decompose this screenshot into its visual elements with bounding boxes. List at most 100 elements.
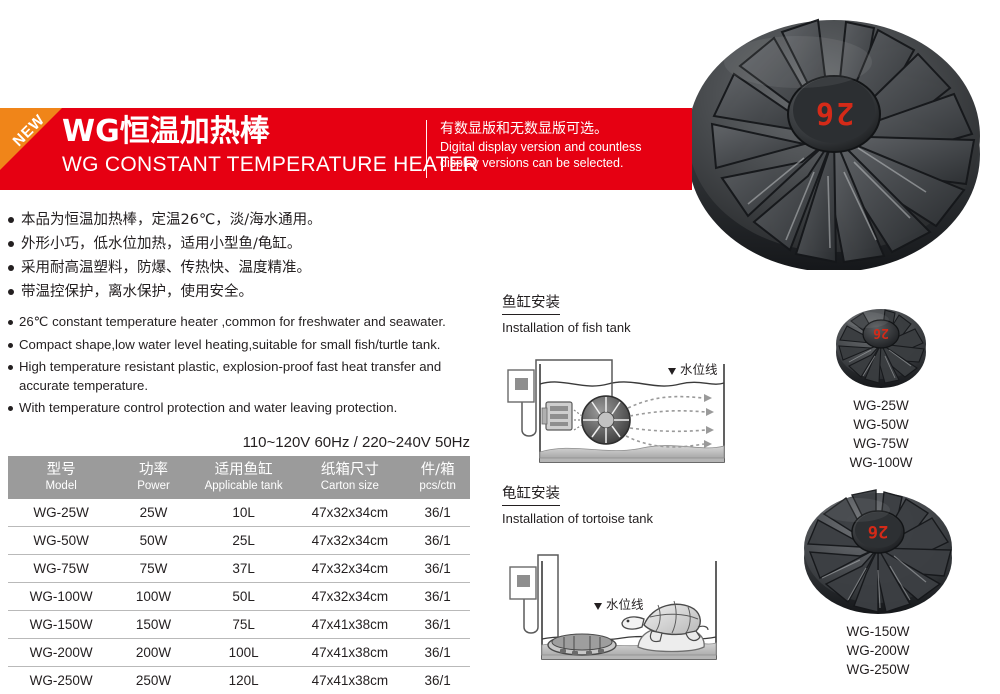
cell-power: 75W bbox=[114, 555, 193, 583]
banner-note: 有数显版和无数显版可选。 Digital display version and… bbox=[440, 119, 680, 171]
banner-title-group: WG恒温加热棒 WG CONSTANT TEMPERATURE HEATER bbox=[62, 114, 479, 180]
feature-item-en: Compact shape,low water level heating,su… bbox=[8, 336, 486, 355]
cell-model: WG-50W bbox=[8, 527, 114, 555]
bullet-dot-icon bbox=[8, 241, 14, 247]
column-header-cn: 件/箱 bbox=[405, 461, 470, 479]
new-badge: NEW bbox=[0, 108, 62, 170]
cell-pcs: 36/1 bbox=[405, 499, 470, 527]
product-variant-large: 26 WG-150W WG-200W WG-250W bbox=[762, 482, 994, 679]
banner-note-en-line2: display versions can be selected. bbox=[440, 155, 680, 171]
product-banner: NEW WG恒温加热棒 WG CONSTANT TEMPERATURE HEAT… bbox=[0, 108, 692, 190]
cell-carton: 47x32x34cm bbox=[294, 583, 405, 611]
cell-pcs: 36/1 bbox=[405, 583, 470, 611]
page-title-cn: WG恒温加热棒 bbox=[62, 114, 479, 150]
table-body: WG-25W 25W 10L 47x32x34cm 36/1 WG-50W 50… bbox=[8, 499, 470, 694]
cell-power: 150W bbox=[114, 611, 193, 639]
installation-tortoise-tank: 龟缸安装 Installation of tortoise tank 水位线 bbox=[502, 485, 738, 675]
table-row: WG-250W 250W 120L 47x41x38cm 36/1 bbox=[8, 667, 470, 694]
feature-text-cn: 外形小巧，低水位加热，适用小型鱼/龟缸。 bbox=[21, 232, 301, 256]
large-heater-illustration: 26 bbox=[798, 482, 958, 618]
variant-small-image: 26 bbox=[772, 300, 990, 392]
feature-text-cn: 本品为恒温加热棒，定温26℃，淡/海水通用。 bbox=[21, 208, 322, 232]
column-header-en: Carton size bbox=[294, 479, 405, 493]
cell-carton: 47x32x34cm bbox=[294, 499, 405, 527]
specification-table: 型号 Model 功率 Power 适用鱼缸 Applicable tank 纸… bbox=[8, 456, 470, 694]
bullet-dot-icon bbox=[8, 365, 13, 370]
feature-item-cn: 采用耐高温塑料，防爆、传热快、温度精准。 bbox=[8, 256, 488, 280]
table-header-row: 型号 Model 功率 Power 适用鱼缸 Applicable tank 纸… bbox=[8, 456, 470, 499]
heat-flow-arrows bbox=[626, 397, 706, 447]
banner-note-en-line1: Digital display version and countless bbox=[440, 139, 680, 155]
bullet-dot-icon bbox=[8, 289, 14, 295]
tortoise-tank-diagram: 水位线 bbox=[502, 535, 734, 670]
variant-model-label: WG-100W bbox=[772, 453, 990, 472]
cell-model: WG-75W bbox=[8, 555, 114, 583]
cell-pcs: 36/1 bbox=[405, 527, 470, 555]
cell-pcs: 36/1 bbox=[405, 667, 470, 694]
cell-carton: 47x41x38cm bbox=[294, 639, 405, 667]
installation-title-en: Installation of tortoise tank bbox=[502, 509, 738, 528]
table-row: WG-25W 25W 10L 47x32x34cm 36/1 bbox=[8, 499, 470, 527]
bullet-dot-icon bbox=[8, 265, 14, 271]
cell-pcs: 36/1 bbox=[405, 639, 470, 667]
column-header-carton-size: 纸箱尺寸 Carton size bbox=[294, 456, 405, 499]
product-variant-small: 26 WG-25W WG-50W WG-75W WG-100W bbox=[772, 300, 990, 472]
column-header-cn: 纸箱尺寸 bbox=[294, 461, 405, 479]
feature-text-en: Compact shape,low water level heating,su… bbox=[19, 336, 440, 355]
voltage-spec: 110~120V 60Hz / 220~240V 50Hz bbox=[8, 434, 470, 451]
cell-tank: 50L bbox=[193, 583, 295, 611]
waterline-label: 水位线 bbox=[680, 362, 718, 377]
cell-carton: 47x41x38cm bbox=[294, 667, 405, 694]
variant-model-label: WG-150W bbox=[762, 622, 994, 641]
cell-model: WG-25W bbox=[8, 499, 114, 527]
table-row: WG-100W 100W 50L 47x32x34cm 36/1 bbox=[8, 583, 470, 611]
variant-model-label: WG-250W bbox=[762, 660, 994, 679]
installation-title-en: Installation of fish tank bbox=[502, 318, 738, 337]
heater-mount-icon bbox=[542, 402, 572, 430]
column-header-power: 功率 Power bbox=[114, 456, 193, 499]
cell-power: 25W bbox=[114, 499, 193, 527]
column-header-en: Model bbox=[8, 479, 114, 493]
cell-power: 50W bbox=[114, 527, 193, 555]
column-header-pcs-per-ctn: 件/箱 pcs/ctn bbox=[405, 456, 470, 499]
fish-tank-diagram: 水位线 bbox=[502, 344, 734, 469]
cell-tank: 75L bbox=[193, 611, 295, 639]
column-header-cn: 型号 bbox=[8, 461, 114, 479]
feature-text-en: With temperature control protection and … bbox=[19, 399, 397, 418]
cell-power: 100W bbox=[114, 583, 193, 611]
cell-carton: 47x41x38cm bbox=[294, 611, 405, 639]
cell-pcs: 36/1 bbox=[405, 611, 470, 639]
variant-model-label: WG-200W bbox=[762, 641, 994, 660]
feature-text-en: High temperature resistant plastic, expl… bbox=[19, 358, 486, 395]
table-row: WG-50W 50W 25L 47x32x34cm 36/1 bbox=[8, 527, 470, 555]
cell-tank: 10L bbox=[193, 499, 295, 527]
variant-large-model-list: WG-150W WG-200W WG-250W bbox=[762, 622, 994, 679]
hero-heater-illustration: 26 bbox=[678, 8, 990, 270]
column-header-en: Power bbox=[114, 479, 193, 493]
installation-title-cn: 鱼缸安装 bbox=[502, 294, 560, 315]
variant-small-model-list: WG-25W WG-50W WG-75W WG-100W bbox=[772, 396, 990, 472]
feature-item-cn: 外形小巧，低水位加热，适用小型鱼/龟缸。 bbox=[8, 232, 488, 256]
small-heater-illustration: 26 bbox=[829, 300, 933, 392]
installation-fish-tank: 鱼缸安装 Installation of fish tank 水位线 bbox=[502, 294, 738, 474]
feature-item-cn: 带温控保护，离水保护，使用安全。 bbox=[8, 280, 488, 304]
column-header-en: Applicable tank bbox=[193, 479, 295, 493]
feature-text-cn: 带温控保护，离水保护，使用安全。 bbox=[21, 280, 253, 304]
cell-model: WG-200W bbox=[8, 639, 114, 667]
features-list-cn: 本品为恒温加热棒，定温26℃，淡/海水通用。 外形小巧，低水位加热，适用小型鱼/… bbox=[8, 208, 488, 304]
table-row: WG-150W 150W 75L 47x41x38cm 36/1 bbox=[8, 611, 470, 639]
cell-power: 250W bbox=[114, 667, 193, 694]
cell-carton: 47x32x34cm bbox=[294, 527, 405, 555]
feature-text-cn: 采用耐高温塑料，防爆、传热快、温度精准。 bbox=[21, 256, 311, 280]
variant-model-label: WG-25W bbox=[772, 396, 990, 415]
table-row: WG-75W 75W 37L 47x32x34cm 36/1 bbox=[8, 555, 470, 583]
feature-item-en: High temperature resistant plastic, expl… bbox=[8, 358, 486, 395]
cell-carton: 47x32x34cm bbox=[294, 555, 405, 583]
variant-model-label: WG-75W bbox=[772, 434, 990, 453]
cell-tank: 120L bbox=[193, 667, 295, 694]
cell-tank: 37L bbox=[193, 555, 295, 583]
banner-divider bbox=[426, 120, 427, 178]
feature-item-en: 26℃ constant temperature heater ,common … bbox=[8, 313, 486, 332]
feature-item-cn: 本品为恒温加热棒，定温26℃，淡/海水通用。 bbox=[8, 208, 488, 232]
column-header-applicable-tank: 适用鱼缸 Applicable tank bbox=[193, 456, 295, 499]
